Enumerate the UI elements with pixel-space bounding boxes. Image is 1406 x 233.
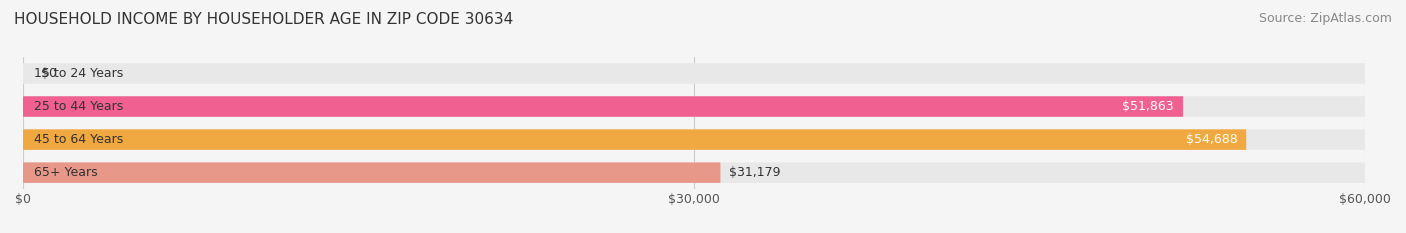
Text: 65+ Years: 65+ Years	[34, 166, 98, 179]
Text: 15 to 24 Years: 15 to 24 Years	[34, 67, 124, 80]
Text: $51,863: $51,863	[1122, 100, 1174, 113]
FancyBboxPatch shape	[22, 129, 1365, 150]
Text: $54,688: $54,688	[1185, 133, 1237, 146]
FancyBboxPatch shape	[22, 96, 1365, 117]
Text: Source: ZipAtlas.com: Source: ZipAtlas.com	[1258, 12, 1392, 25]
Text: 45 to 64 Years: 45 to 64 Years	[34, 133, 124, 146]
FancyBboxPatch shape	[22, 63, 1365, 84]
FancyBboxPatch shape	[22, 162, 720, 183]
Text: 25 to 44 Years: 25 to 44 Years	[34, 100, 124, 113]
Text: $31,179: $31,179	[730, 166, 780, 179]
FancyBboxPatch shape	[22, 129, 1246, 150]
Text: $0: $0	[41, 67, 56, 80]
Text: HOUSEHOLD INCOME BY HOUSEHOLDER AGE IN ZIP CODE 30634: HOUSEHOLD INCOME BY HOUSEHOLDER AGE IN Z…	[14, 12, 513, 27]
FancyBboxPatch shape	[22, 96, 1182, 117]
FancyBboxPatch shape	[22, 162, 1365, 183]
